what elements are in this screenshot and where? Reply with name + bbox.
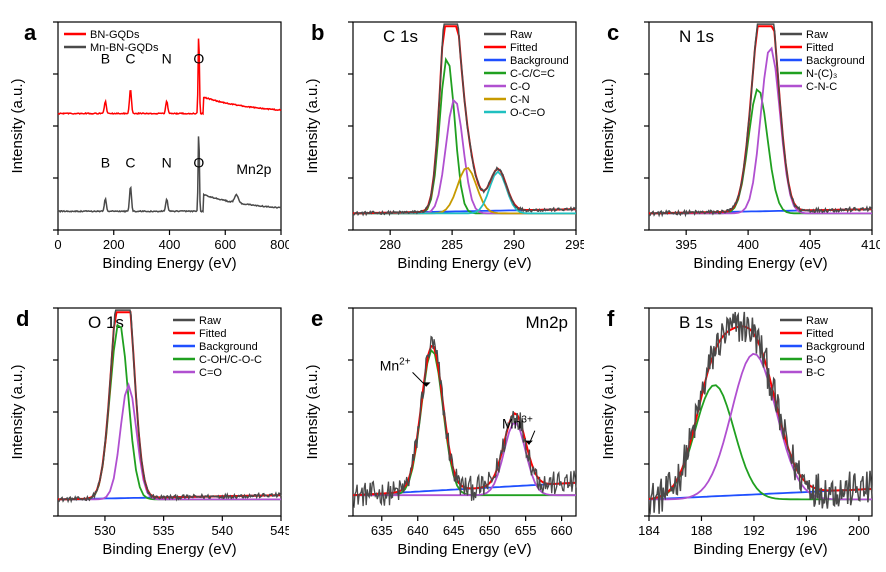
svg-text:640: 640 (407, 523, 429, 538)
svg-text:800: 800 (270, 237, 289, 252)
svg-text:c: c (607, 20, 619, 45)
svg-text:C: C (125, 155, 135, 171)
legend-item-label: Raw (199, 315, 221, 327)
svg-text:N: N (162, 155, 172, 171)
legend-item-label: Fitted (806, 328, 834, 340)
svg-text:B: B (101, 51, 110, 67)
svg-text:O 1s: O 1s (88, 313, 124, 332)
svg-text:Intensity (a.u.): Intensity (a.u.) (9, 364, 26, 459)
svg-text:Mn2p: Mn2p (526, 313, 569, 332)
svg-text:b: b (311, 20, 324, 45)
legend-item-label: Raw (806, 29, 828, 41)
svg-text:400: 400 (737, 237, 759, 252)
svg-text:O: O (193, 155, 204, 171)
legend-item-label: C-N (510, 94, 530, 106)
svg-text:645: 645 (443, 523, 465, 538)
svg-text:188: 188 (690, 523, 712, 538)
svg-text:Intensity (a.u.): Intensity (a.u.) (600, 364, 617, 459)
svg-text:e: e (311, 306, 323, 331)
legend-item-label: Fitted (199, 328, 227, 340)
svg-text:Intensity (a.u.): Intensity (a.u.) (304, 78, 321, 173)
svg-text:545: 545 (270, 523, 289, 538)
legend-item-label: Fitted (806, 42, 834, 54)
svg-text:f: f (607, 306, 615, 331)
svg-text:196: 196 (795, 523, 817, 538)
svg-text:650: 650 (479, 523, 501, 538)
svg-text:395: 395 (675, 237, 697, 252)
legend-item-label: C=O (199, 367, 222, 379)
legend-item-label: C-OH/C-O-C (199, 354, 262, 366)
legend-item-label: B-C (806, 367, 825, 379)
panel-e: 635 640 645 650 655 660 Binding Energy (eV) Int… (295, 286, 590, 572)
svg-text:400: 400 (159, 237, 181, 252)
legend-item-label: Raw (510, 29, 532, 41)
svg-text:N: N (162, 51, 172, 67)
svg-text:Intensity (a.u.): Intensity (a.u.) (600, 78, 617, 173)
svg-text:405: 405 (799, 237, 821, 252)
svg-text:540: 540 (211, 523, 233, 538)
svg-text:295: 295 (565, 237, 584, 252)
panel-grid: 0 200 400 600 800 Binding Energy (eV) Intensit… (0, 0, 886, 572)
svg-text:Binding Energy (eV): Binding Energy (eV) (102, 255, 236, 272)
svg-text:200: 200 (848, 523, 870, 538)
panel-b: 280 285 290 295 Binding Energy (eV) Intensity… (295, 0, 590, 286)
svg-text:Intensity (a.u.): Intensity (a.u.) (9, 78, 26, 173)
legend-item-label: C-C/C=C (510, 68, 555, 80)
svg-text:Binding Energy (eV): Binding Energy (eV) (398, 541, 532, 558)
legend-item-label: C-O (510, 81, 531, 93)
svg-text:N 1s: N 1s (679, 27, 714, 46)
svg-text:C 1s: C 1s (383, 27, 418, 46)
svg-text:Mn3+: Mn3+ (502, 415, 533, 432)
svg-text:192: 192 (743, 523, 765, 538)
legend-item-label: C-N-C (806, 81, 837, 93)
svg-text:Mn2+: Mn2+ (380, 356, 411, 373)
svg-text:0: 0 (54, 237, 61, 252)
svg-text:Binding Energy (eV): Binding Energy (eV) (102, 541, 236, 558)
panel-c: 395 400 405 410 Binding Energy (eV) Intensity… (591, 0, 886, 286)
svg-text:600: 600 (214, 237, 236, 252)
svg-text:Binding Energy (eV): Binding Energy (eV) (693, 541, 827, 558)
legend-item-label: O-C=O (510, 107, 546, 119)
legend-item-label: Background (806, 55, 865, 67)
panel-f: 184 188 192 196 200 Binding Energy (eV) Intens… (591, 286, 886, 572)
svg-text:535: 535 (153, 523, 175, 538)
svg-text:a: a (24, 20, 37, 45)
svg-text:285: 285 (442, 237, 464, 252)
legend-item-label: Background (510, 55, 569, 67)
svg-text:290: 290 (504, 237, 526, 252)
svg-text:B 1s: B 1s (679, 313, 713, 332)
svg-text:200: 200 (103, 237, 125, 252)
svg-text:Binding Energy (eV): Binding Energy (eV) (398, 255, 532, 272)
svg-text:410: 410 (861, 237, 880, 252)
svg-text:Intensity (a.u.): Intensity (a.u.) (304, 364, 321, 459)
panel-a: 0 200 400 600 800 Binding Energy (eV) Intensit… (0, 0, 295, 286)
svg-text:Binding Energy (eV): Binding Energy (eV) (693, 255, 827, 272)
svg-text:530: 530 (94, 523, 116, 538)
svg-text:280: 280 (380, 237, 402, 252)
legend-item-label: BN-GQDs (90, 29, 140, 41)
svg-text:O: O (193, 51, 204, 67)
svg-text:B: B (101, 155, 110, 171)
legend-item-label: Raw (806, 315, 828, 327)
svg-text:C: C (125, 51, 135, 67)
panel-d: 530 535 540 545 Binding Energy (eV) Intensity… (0, 286, 295, 572)
svg-text:d: d (16, 306, 29, 331)
legend-item-label: B-O (806, 354, 826, 366)
svg-text:660: 660 (551, 523, 573, 538)
svg-text:Mn2p: Mn2p (236, 161, 271, 177)
legend-item-label: Background (199, 341, 258, 353)
legend-item-label: N-(C)₃ (806, 68, 837, 80)
svg-text:655: 655 (515, 523, 537, 538)
legend-item-label: Background (806, 341, 865, 353)
svg-text:184: 184 (638, 523, 660, 538)
legend-item-label: Fitted (510, 42, 538, 54)
svg-text:635: 635 (371, 523, 393, 538)
